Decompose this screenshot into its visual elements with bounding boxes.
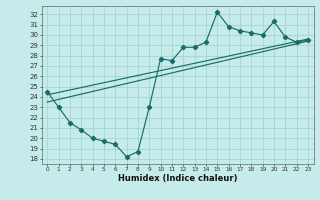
X-axis label: Humidex (Indice chaleur): Humidex (Indice chaleur) [118, 174, 237, 183]
